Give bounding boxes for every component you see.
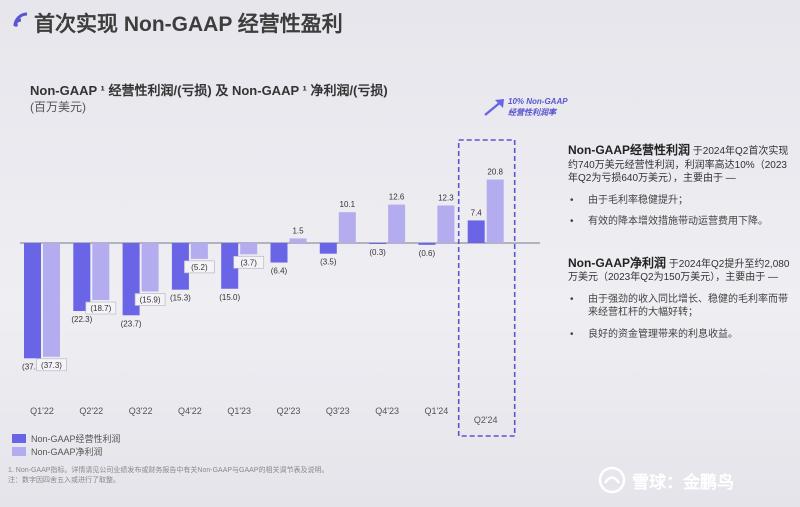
slide-title: 首次实现 Non-GAAP 经营性盈利 xyxy=(34,13,343,36)
data-label-net: (18.7) xyxy=(90,304,111,313)
bar-operating xyxy=(221,243,239,289)
net-bullet-text: 良好的资金管理带来的利息收益。 xyxy=(588,328,738,340)
x-tick-label: Q2'22 xyxy=(79,406,103,416)
data-label-operating: (6.4) xyxy=(271,267,288,276)
bullet-icon: • xyxy=(570,328,574,340)
bar-net xyxy=(43,243,60,357)
highlight-box xyxy=(457,139,516,437)
data-label-box xyxy=(184,260,215,274)
x-tick-label: Q3'23 xyxy=(326,406,350,416)
chart-subtitle: (百万美元) xyxy=(30,100,86,114)
x-tick-label: Q1'24 xyxy=(425,406,449,416)
data-label-net: 10.1 xyxy=(340,200,356,209)
snowball-logo-icon xyxy=(598,466,626,494)
x-tick-label: Q1'22 xyxy=(30,406,54,416)
footnote-1: 1. Non-GAAP指标。详情请见公司业绩发布或财务报告中有关Non-GAAP… xyxy=(8,467,329,474)
legend-label-operating: Non-GAAP经营性利润 xyxy=(31,434,121,444)
net-paragraph: Non-GAAP净利润 于2024年Q2提升至约2,080万美元（2023年Q2… xyxy=(568,255,790,285)
operating-bullet-text: 由于毛利率稳健提升； xyxy=(588,194,688,206)
operating-text: 于2024年Q2首次实现约740万美元经营性利润，利润率高达10%（2023年Q… xyxy=(568,146,789,184)
x-tick-label: Q2'23 xyxy=(277,406,301,416)
callout-line-2: 经营性利润率 xyxy=(508,108,556,117)
data-label-net: (15.9) xyxy=(140,295,161,304)
net-bullet: • 良好的资金管理带来的利息收益。 xyxy=(568,328,790,342)
data-label-net: 20.8 xyxy=(487,168,503,177)
footnote-2: 注：数字因四舍五入或进行了取整。 xyxy=(8,477,120,484)
bar-operating xyxy=(73,243,91,312)
x-tick-label: Q4'22 xyxy=(178,406,202,416)
data-label-operating: (15.0) xyxy=(219,293,240,302)
data-label-operating: (0.3) xyxy=(369,248,386,257)
data-label-net: 12.3 xyxy=(438,193,454,202)
callout-line-1: 10% Non-GAAP xyxy=(508,97,568,106)
data-label-operating: (3.5) xyxy=(320,258,337,267)
chart-title: Non-GAAP ¹ 经营性利润/(亏损) 及 Non-GAAP ¹ 净利润/(… xyxy=(30,83,388,98)
bar-operating xyxy=(369,243,387,244)
commentary-panel: Non-GAAP经营性利润 于2024年Q2首次实现约740万美元经营性利润，利… xyxy=(568,143,790,342)
bar-operating xyxy=(24,243,41,359)
chart-legend: Non-GAAP经营性利润 Non-GAAP净利润 xyxy=(12,432,121,458)
data-label-box xyxy=(85,301,117,315)
bar-chart: (37.8)(37.3) Q1'22 (22.3) (18.7) Q2'22 (23.7)… xyxy=(20,139,540,437)
operating-paragraph: Non-GAAP经营性利润 于2024年Q2首次实现约740万美元经营性利润，利… xyxy=(568,143,790,186)
footnotes: 1. Non-GAAP指标。详情请见公司业绩发布或财务报告中有关Non-GAAP… xyxy=(8,466,328,486)
data-label-net: (3.7) xyxy=(240,258,257,267)
data-label-box xyxy=(233,255,265,269)
bullet-icon: • xyxy=(570,216,574,227)
data-label-operating: (0.6) xyxy=(419,249,436,258)
operating-bullet-text: 有效的降本增效措施带动运营费用下降。 xyxy=(588,216,768,227)
bar-net xyxy=(92,243,110,301)
net-text: 于2024年Q2提升至约2,080万美元（2023年Q2为150万美元），主要由… xyxy=(568,258,790,284)
bullet-icon: • xyxy=(570,293,574,305)
operating-heading: Non-GAAP经营性利润 xyxy=(568,143,690,157)
bar-operating xyxy=(270,243,288,263)
bar-operating xyxy=(467,220,485,243)
bar-operating xyxy=(418,243,436,245)
bar-net xyxy=(388,204,406,243)
x-tick-label: Q3'22 xyxy=(129,406,153,416)
operating-bullet: • 有效的降本增效措施带动运营费用下降。 xyxy=(568,215,790,229)
margin-callout: 10% Non-GAAP 经营性利润率 xyxy=(508,96,568,118)
data-label-box xyxy=(36,358,67,372)
legend-swatch-operating xyxy=(12,434,26,443)
net-heading: Non-GAAP净利润 xyxy=(568,255,666,270)
operating-bullet: • 由于毛利率稳健提升； xyxy=(568,194,790,208)
data-label-net: (37.3) xyxy=(41,361,62,370)
data-label-operating: (22.3) xyxy=(71,315,92,324)
data-label-net: 12.6 xyxy=(389,193,405,202)
bar-operating xyxy=(171,243,189,290)
bar-net xyxy=(486,179,504,243)
wifi-icon xyxy=(13,12,28,27)
legend-item-operating: Non-GAAP经营性利润 xyxy=(12,432,121,445)
x-tick-label: Q2'24 xyxy=(474,415,498,425)
bar-net xyxy=(190,243,208,259)
data-label-operating: (15.3) xyxy=(170,294,191,303)
watermark-text: 雪球：金鹏鸟 xyxy=(632,472,734,492)
data-label-net: (5.2) xyxy=(191,263,208,272)
data-label-operating: (37.8) xyxy=(22,362,43,371)
bar-net xyxy=(141,243,159,292)
net-bullet: • 由于强劲的收入同比增长、稳健的毛利率而带来经营杠杆的大幅好转； xyxy=(568,293,790,320)
data-label-net: 1.5 xyxy=(292,226,304,235)
bar-net xyxy=(289,238,307,243)
bar-operating xyxy=(319,243,337,254)
legend-swatch-net xyxy=(12,447,26,456)
bullet-icon: • xyxy=(570,194,574,206)
legend-label-net: Non-GAAP净利润 xyxy=(31,447,103,457)
net-bullet-text: 由于强劲的收入同比增长、稳健的毛利率而带来经营杠杆的大幅好转； xyxy=(588,293,788,319)
bar-net xyxy=(437,205,455,243)
x-tick-label: Q1'23 xyxy=(227,406,251,416)
arrow-up-right-icon xyxy=(484,99,504,116)
x-tick-label: Q4'23 xyxy=(375,406,399,416)
data-label-operating: (23.7) xyxy=(121,319,142,328)
data-label-operating: 7.4 xyxy=(471,208,483,217)
data-label-box xyxy=(134,293,166,306)
bar-net xyxy=(338,212,356,243)
bar-net xyxy=(240,243,258,255)
legend-item-net: Non-GAAP净利润 xyxy=(12,445,121,458)
watermark: 雪球：金鹏鸟 xyxy=(598,466,734,494)
